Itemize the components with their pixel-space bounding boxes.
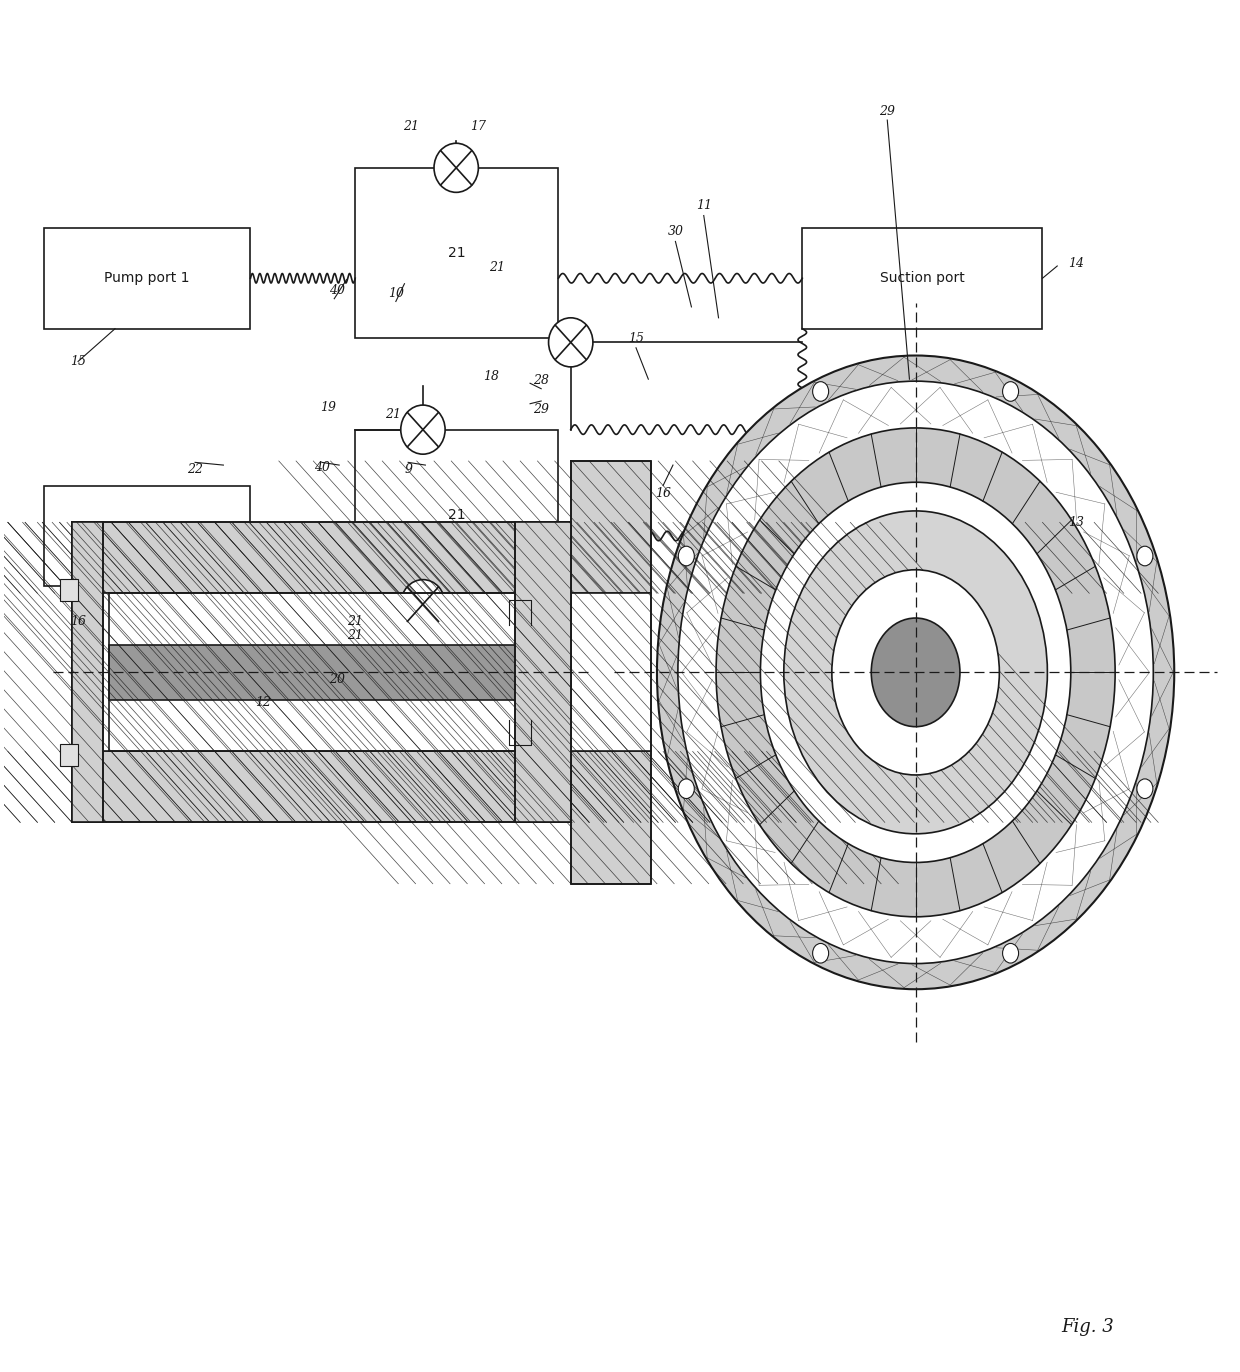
Text: 21: 21: [448, 246, 465, 261]
Text: 21: 21: [403, 121, 419, 133]
Text: 19: 19: [320, 402, 336, 414]
FancyBboxPatch shape: [43, 486, 250, 586]
Text: 21: 21: [489, 261, 505, 274]
Ellipse shape: [678, 381, 1153, 963]
FancyBboxPatch shape: [570, 752, 651, 884]
Text: 21: 21: [386, 407, 402, 421]
Text: 30: 30: [667, 225, 683, 239]
Text: 12: 12: [254, 696, 270, 709]
Text: 28: 28: [533, 375, 549, 387]
Text: 22: 22: [187, 462, 203, 476]
FancyBboxPatch shape: [516, 523, 570, 822]
Ellipse shape: [715, 428, 1115, 916]
Circle shape: [401, 405, 445, 454]
Text: Fig. 2: Fig. 2: [816, 488, 868, 506]
Ellipse shape: [1137, 546, 1153, 565]
Ellipse shape: [1003, 381, 1018, 401]
Text: 11: 11: [696, 199, 712, 213]
Text: Fig. 3: Fig. 3: [1061, 1318, 1115, 1336]
Text: 40: 40: [314, 461, 330, 475]
FancyBboxPatch shape: [72, 752, 570, 822]
FancyBboxPatch shape: [43, 228, 250, 329]
Ellipse shape: [760, 482, 1071, 863]
Text: 13: 13: [1068, 516, 1084, 528]
Text: 17: 17: [470, 121, 486, 133]
Text: 15: 15: [71, 355, 86, 368]
FancyBboxPatch shape: [60, 744, 78, 766]
Ellipse shape: [1137, 779, 1153, 799]
Text: 10: 10: [388, 287, 404, 299]
FancyBboxPatch shape: [570, 461, 651, 593]
FancyBboxPatch shape: [60, 579, 78, 601]
Text: Pump port 2: Pump port 2: [104, 530, 190, 543]
FancyBboxPatch shape: [570, 593, 651, 752]
Text: Pressure port: Pressure port: [877, 530, 968, 543]
Text: Pump port 1: Pump port 1: [104, 272, 190, 285]
Text: 21: 21: [448, 508, 465, 521]
Circle shape: [548, 318, 593, 366]
Ellipse shape: [812, 944, 828, 963]
FancyBboxPatch shape: [355, 167, 558, 339]
FancyBboxPatch shape: [72, 523, 103, 822]
Text: 9: 9: [404, 462, 412, 476]
FancyBboxPatch shape: [802, 228, 1043, 329]
Text: 16: 16: [655, 487, 671, 501]
FancyBboxPatch shape: [109, 645, 522, 700]
Ellipse shape: [812, 381, 828, 401]
Ellipse shape: [872, 617, 960, 727]
Ellipse shape: [678, 779, 694, 799]
FancyBboxPatch shape: [355, 429, 558, 600]
Ellipse shape: [1003, 944, 1018, 963]
Text: 16: 16: [71, 616, 86, 628]
Circle shape: [401, 579, 445, 628]
Circle shape: [434, 143, 479, 192]
Ellipse shape: [832, 569, 999, 775]
Text: 15: 15: [627, 332, 644, 344]
Text: 20: 20: [329, 672, 345, 686]
Text: 18: 18: [482, 370, 498, 383]
FancyBboxPatch shape: [72, 523, 570, 593]
Text: 29: 29: [879, 106, 895, 118]
Text: 14: 14: [1068, 257, 1084, 270]
Text: 21: 21: [347, 628, 363, 642]
Text: 29: 29: [533, 402, 549, 416]
Text: Suction port: Suction port: [880, 272, 965, 285]
FancyBboxPatch shape: [802, 486, 1043, 586]
Ellipse shape: [784, 510, 1048, 834]
Text: 21: 21: [347, 616, 363, 628]
Text: 40: 40: [329, 284, 345, 296]
Ellipse shape: [657, 355, 1174, 989]
Ellipse shape: [678, 546, 694, 565]
FancyBboxPatch shape: [72, 593, 570, 752]
